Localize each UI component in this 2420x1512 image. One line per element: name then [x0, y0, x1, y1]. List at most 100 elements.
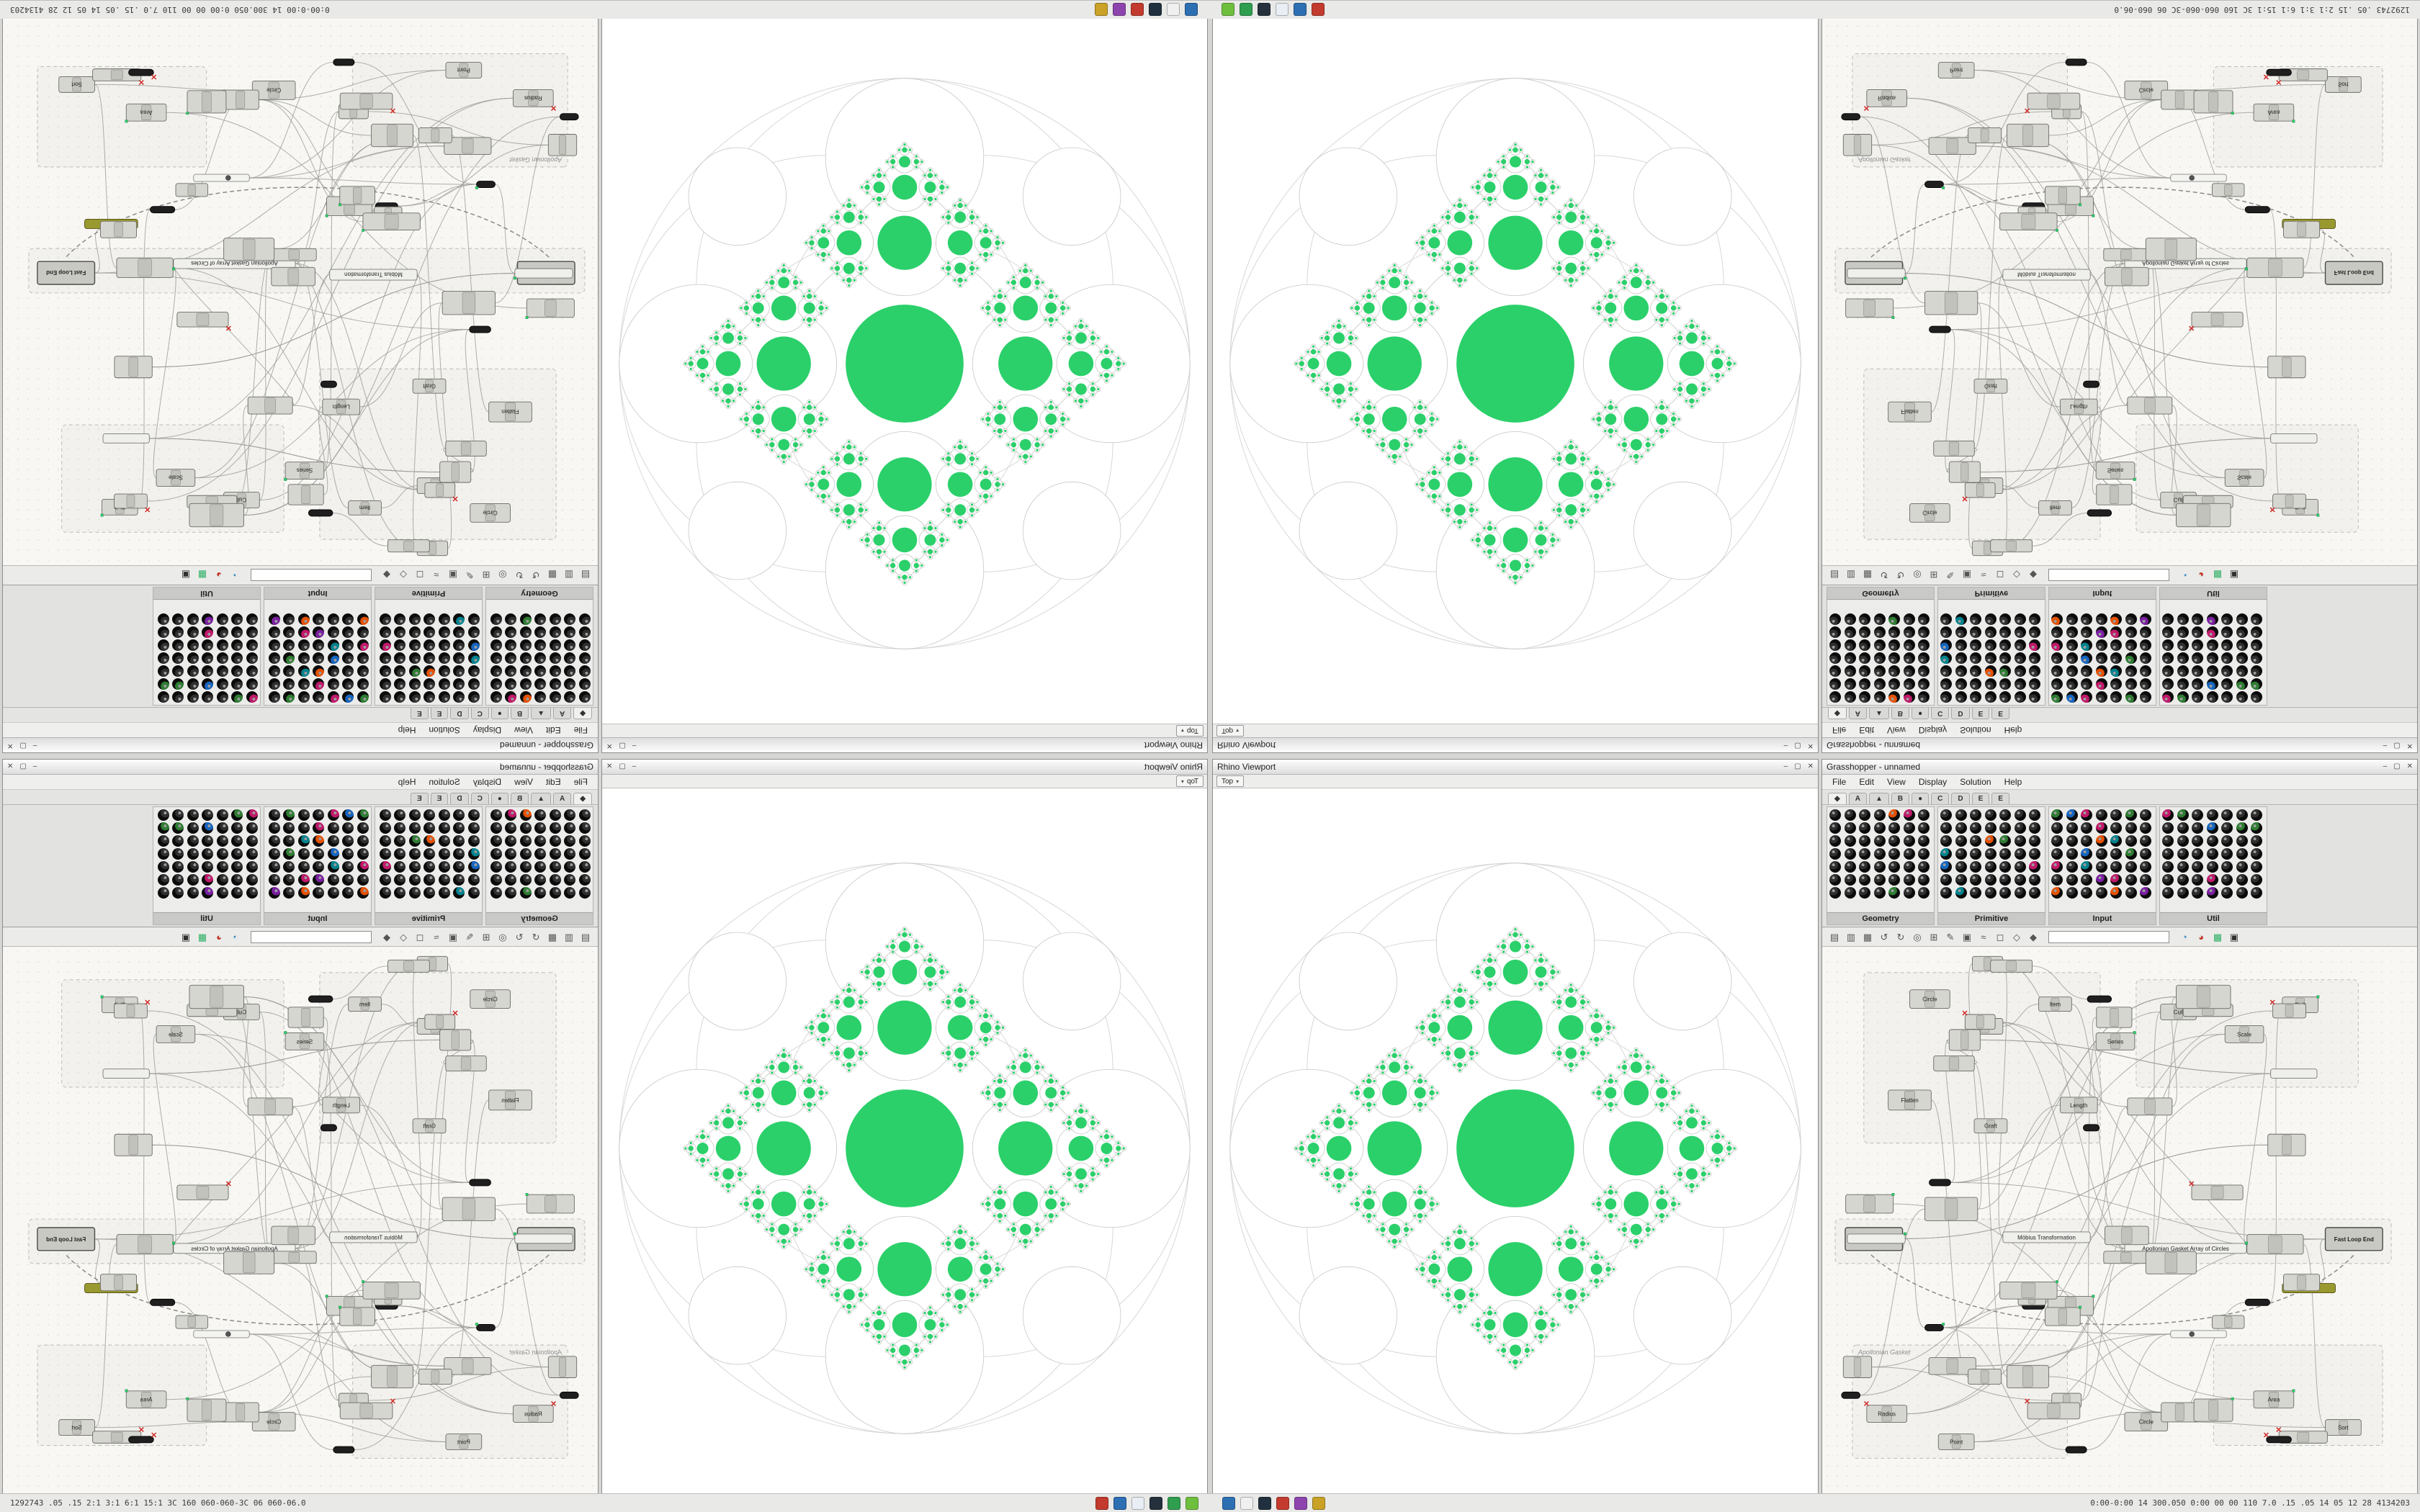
gh-node[interactable] — [223, 1251, 275, 1274]
component-icon[interactable] — [1984, 848, 1996, 860]
component-icon[interactable] — [1888, 652, 1901, 664]
gh-node[interactable]: Graft — [412, 378, 447, 394]
component-icon[interactable] — [1940, 822, 1952, 834]
menu-file[interactable]: File — [1832, 777, 1847, 787]
gh-node[interactable] — [2267, 1133, 2306, 1156]
component-icon[interactable] — [2081, 665, 2093, 677]
component-icon[interactable] — [519, 874, 532, 886]
component-icon[interactable] — [1955, 639, 1967, 651]
component-icon[interactable] — [519, 835, 532, 847]
group-icon[interactable]: ▣ — [1962, 931, 1972, 942]
gh-node[interactable] — [271, 1251, 317, 1264]
component-icon[interactable] — [1955, 874, 1967, 886]
ribbon-tab[interactable]: C — [470, 793, 489, 804]
component-icon[interactable] — [505, 652, 517, 664]
component-icon[interactable] — [2014, 665, 2026, 677]
component-icon[interactable] — [187, 809, 199, 821]
maximize-button[interactable]: ▢ — [19, 762, 27, 770]
component-icon[interactable] — [1955, 861, 1967, 873]
gh-node[interactable] — [1924, 291, 1978, 315]
gh-node[interactable]: Sort — [58, 76, 95, 93]
taskbar-app-icon[interactable] — [1167, 3, 1180, 17]
component-icon[interactable] — [342, 678, 354, 690]
component-icon[interactable] — [1970, 861, 1982, 873]
gh-node[interactable] — [424, 1014, 456, 1030]
taskbar-app-icon[interactable] — [1312, 3, 1325, 17]
component-icon[interactable] — [549, 691, 561, 703]
component-icon[interactable] — [1903, 887, 1915, 899]
gh-node[interactable]: Series — [2095, 1032, 2136, 1050]
component-icon[interactable] — [283, 691, 295, 703]
gh-node[interactable] — [1924, 1197, 1978, 1221]
component-icon[interactable] — [379, 822, 391, 834]
component-icon[interactable] — [2192, 665, 2204, 677]
component-icon[interactable] — [1903, 639, 1915, 651]
gh-node[interactable]: Sort — [2325, 1419, 2362, 1436]
component-icon[interactable] — [1984, 887, 1996, 899]
taskbar-app-icon[interactable] — [1131, 1496, 1144, 1510]
gh-node[interactable] — [1964, 482, 1996, 498]
viewport-canvas[interactable] — [602, 4, 1207, 724]
component-icon[interactable] — [2251, 861, 2263, 873]
component-icon[interactable] — [2066, 691, 2078, 703]
component-icon[interactable] — [2110, 665, 2123, 677]
component-icon[interactable] — [1903, 861, 1915, 873]
gh-node[interactable] — [2211, 1315, 2245, 1329]
component-icon[interactable] — [172, 665, 184, 677]
component-icon[interactable] — [2081, 835, 2093, 847]
component-icon[interactable] — [2095, 874, 2107, 886]
component-icon[interactable] — [2221, 822, 2233, 834]
component-icon[interactable] — [2029, 874, 2041, 886]
gh-node[interactable] — [2270, 1068, 2318, 1079]
component-icon[interactable] — [2221, 861, 2233, 873]
minimize-button[interactable]: – — [632, 762, 637, 770]
component-icon[interactable] — [297, 652, 310, 664]
component-icon[interactable] — [394, 652, 406, 664]
component-icon[interactable] — [1984, 639, 1996, 651]
component-icon[interactable] — [379, 861, 391, 873]
gh-node[interactable] — [526, 298, 575, 318]
component-icon[interactable] — [408, 861, 421, 873]
component-icon[interactable] — [1903, 691, 1915, 703]
component-icon[interactable] — [297, 874, 310, 886]
ribbon-tab[interactable]: ▲ — [531, 708, 552, 719]
gh-node[interactable]: Sort — [58, 1419, 95, 1436]
component-icon[interactable] — [2177, 835, 2189, 847]
gh-node[interactable] — [2083, 1124, 2100, 1132]
component-icon[interactable] — [297, 639, 310, 651]
component-icon[interactable] — [342, 887, 354, 899]
component-icon[interactable] — [283, 835, 295, 847]
component-icon[interactable] — [438, 835, 450, 847]
component-icon[interactable] — [468, 822, 480, 834]
component-icon[interactable] — [2221, 665, 2233, 677]
component-icon[interactable] — [216, 861, 228, 873]
component-icon[interactable] — [1888, 835, 1901, 847]
gh-node[interactable] — [339, 92, 393, 110]
component-icon[interactable] — [2251, 822, 2263, 834]
component-icon[interactable] — [2081, 691, 2093, 703]
wire-display-icon[interactable]: ≈ — [434, 931, 439, 942]
gh-node[interactable] — [2096, 1007, 2133, 1028]
component-icon[interactable] — [1888, 809, 1901, 821]
gh-node[interactable] — [114, 1133, 153, 1156]
component-icon[interactable] — [1955, 665, 1967, 677]
component-icon[interactable] — [490, 874, 502, 886]
ribbon-tab[interactable]: B — [1891, 708, 1910, 719]
viewport-canvas[interactable] — [1213, 4, 1818, 724]
component-icon[interactable] — [424, 874, 436, 886]
component-icon[interactable] — [549, 639, 561, 651]
component-icon[interactable] — [357, 678, 369, 690]
component-icon[interactable] — [2066, 887, 2078, 899]
gh-node[interactable] — [128, 68, 154, 76]
component-icon[interactable] — [2236, 678, 2248, 690]
component-icon[interactable] — [2206, 626, 2218, 638]
ribbon-tab[interactable]: ● — [1912, 793, 1930, 804]
component-icon[interactable] — [297, 613, 310, 625]
gh-node[interactable] — [271, 1225, 315, 1246]
component-icon[interactable] — [1955, 809, 1967, 821]
component-icon[interactable] — [408, 874, 421, 886]
component-icon[interactable] — [564, 678, 576, 690]
component-icon[interactable] — [534, 809, 547, 821]
component-icon[interactable] — [2066, 639, 2078, 651]
component-icon[interactable] — [2251, 691, 2263, 703]
